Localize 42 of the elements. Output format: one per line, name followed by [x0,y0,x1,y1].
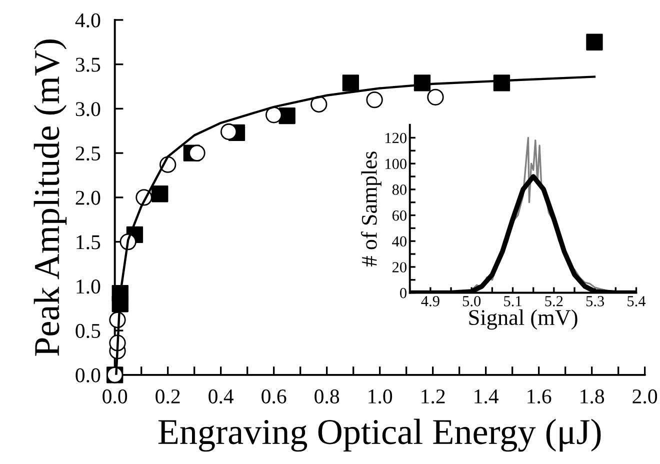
y-tick-label: 100 [386,158,406,170]
y-tick-label: 1.0 [76,280,100,294]
y-axis-title: # of Samples [361,152,382,266]
y-tick-label: 3.5 [76,58,100,72]
y-tick-label: 0.5 [76,324,100,338]
y-axis-title: Peak Amplitude (mV) [34,40,67,356]
x-tick-label: 4.9 [421,296,440,306]
x-tick-label: 5.1 [504,296,522,306]
point [152,186,168,202]
y-tick-label: 1.5 [76,235,100,250]
x-tick-label: 5.4 [628,296,646,306]
x-axis-title: Signal (mV) [469,309,578,330]
x-tick-label: 0.2 [156,389,180,404]
x-tick-label: 5.3 [586,296,604,306]
x-tick-label: 1.0 [368,389,392,404]
x-tick-label: 1.2 [422,389,445,404]
x-tick-label: 2.0 [632,389,658,404]
y-tick-label: 0.0 [76,368,100,382]
point [220,123,238,140]
y-tick-label: 60 [392,210,406,221]
point [586,34,603,50]
x-tick-label: 1.6 [528,389,552,404]
y-tick-label: 4.0 [75,13,100,28]
y-tick-label: 3.0 [76,102,100,116]
x-tick-label: 1.4 [474,390,499,404]
x-axis-title: Engraving Optical Energy (μJ) [158,418,601,452]
x-tick-label: 0.8 [314,389,340,404]
x-tick-label: 5.2 [545,296,563,306]
x-tick-label: 0.6 [262,389,286,404]
point [188,144,206,162]
y-tick-label: 2.5 [76,146,100,161]
y-tick-label: 0 [400,288,406,298]
y-tick-label: 120 [386,132,406,144]
y-tick-label: 40 [392,236,406,247]
x-tick-label: 0.0 [102,389,128,404]
y-tick-label: 20 [392,262,406,272]
y-tick-label: 2.0 [76,190,100,205]
y-tick-label: 80 [392,184,406,195]
point [342,74,360,92]
x-tick-label: 5.0 [462,296,481,306]
x-tick-label: 1.8 [580,389,604,404]
x-tick-label: 0.4 [208,389,234,404]
